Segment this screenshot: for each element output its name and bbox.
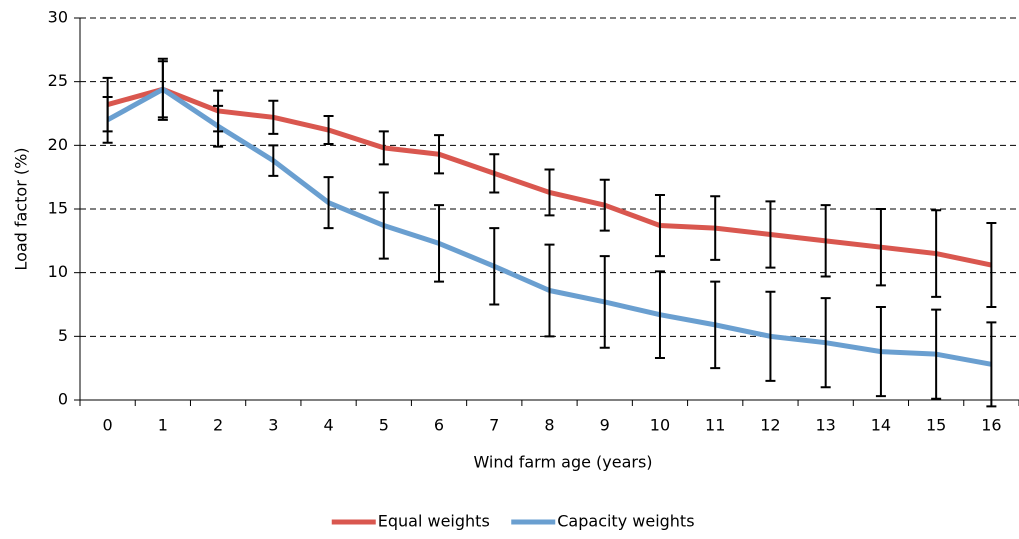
error-bar [654,193,665,258]
x-tick-label: 0 [103,416,113,435]
error-bar [489,227,500,306]
error-bar [544,243,555,338]
y-tick-label: 5 [58,326,68,345]
error-bar [599,178,610,232]
error-bar [820,297,831,389]
x-tick-label: 11 [705,416,725,435]
y-tick-label: 20 [48,135,68,154]
y-tick-label: 0 [58,390,68,409]
x-tick-label: 16 [981,416,1001,435]
x-tick-label: 12 [760,416,780,435]
error-bar [489,153,500,194]
x-tick-label: 2 [213,416,223,435]
error-bar [931,308,942,400]
error-bar [875,208,886,287]
x-tick-label: 5 [379,416,389,435]
x-tick-label: 6 [434,416,444,435]
error-bar [434,204,445,283]
error-bar [986,321,997,408]
error-bar [323,115,334,146]
error-bar [599,255,610,349]
error-bar [378,191,389,260]
x-tick-label: 4 [323,416,333,435]
y-tick-label: 25 [48,71,68,90]
x-tick-label: 10 [650,416,670,435]
error-bar [434,134,445,175]
error-bar [157,60,168,119]
error-bar [710,195,721,261]
x-tick-label: 13 [815,416,835,435]
x-tick-label: 15 [926,416,946,435]
error-bar [765,290,776,382]
x-tick-label: 9 [600,416,610,435]
y-tick-label: 10 [48,262,68,281]
error-bar [102,95,113,144]
error-bar [986,222,997,309]
error-bar [268,144,279,177]
error-bar [931,209,942,298]
x-axis-label: Wind farm age (years) [473,453,652,472]
y-axis-label: Load factor (%) [12,147,31,270]
error-bar [544,168,555,217]
x-tick-label: 14 [871,416,891,435]
x-tick-label: 1 [158,416,168,435]
error-bar [268,99,279,135]
x-tick-label: 7 [489,416,499,435]
x-tick-label: 8 [544,416,554,435]
error-bar [765,200,776,269]
y-tick-label: 30 [48,8,68,27]
error-bar [654,270,665,359]
x-tick-label: 3 [268,416,278,435]
y-tick-label: 15 [48,199,68,218]
error-bar [323,176,334,230]
error-bar [378,130,389,166]
error-bar [710,280,721,370]
error-bar [213,104,224,148]
error-bar [875,306,886,398]
error-bar [820,204,831,278]
legend-label: Capacity weights [557,512,694,531]
legend-label: Equal weights [378,512,490,531]
